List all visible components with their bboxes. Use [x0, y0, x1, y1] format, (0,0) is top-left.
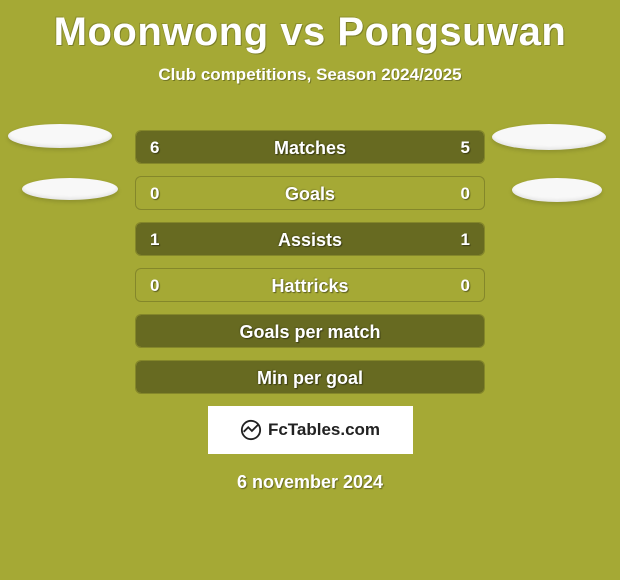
stat-label: Hattricks	[136, 269, 484, 302]
player-avatar-placeholder	[22, 178, 118, 200]
player-avatar-placeholder	[492, 124, 606, 150]
stat-value-right: 5	[461, 131, 470, 164]
player-avatar-placeholder	[8, 124, 112, 148]
snapshot-date: 6 november 2024	[0, 472, 620, 493]
stat-value-left: 0	[150, 177, 159, 210]
stat-row: Goals per match	[135, 314, 485, 348]
stat-label: Goals per match	[136, 315, 484, 348]
stat-value-right: 0	[461, 177, 470, 210]
stat-value-left: 1	[150, 223, 159, 256]
stat-label: Matches	[136, 131, 484, 164]
stats-comparison: Matches65Goals00Assists11Hattricks00Goal…	[135, 130, 485, 394]
stat-label: Goals	[136, 177, 484, 210]
stat-label: Assists	[136, 223, 484, 256]
stat-row: Hattricks0 0	[135, 268, 485, 302]
logo-text: FcTables.com	[268, 420, 380, 440]
stat-value-left: 6	[150, 131, 159, 164]
page-title: Moonwong vs Pongsuwan	[0, 0, 620, 55]
page-subtitle: Club competitions, Season 2024/2025	[0, 65, 620, 85]
stat-row: Matches6 5	[135, 130, 485, 164]
watermark-logo: FcTables.com	[208, 406, 413, 454]
player-avatar-placeholder	[512, 178, 602, 202]
stat-label: Min per goal	[136, 361, 484, 394]
fctables-icon	[240, 419, 262, 441]
stat-row: Assists1 1	[135, 222, 485, 256]
stat-value-right: 0	[461, 269, 470, 302]
stat-value-left: 0	[150, 269, 159, 302]
stat-value-right: 1	[461, 223, 470, 256]
stat-row: Goals0 0	[135, 176, 485, 210]
stat-row: Min per goal	[135, 360, 485, 394]
